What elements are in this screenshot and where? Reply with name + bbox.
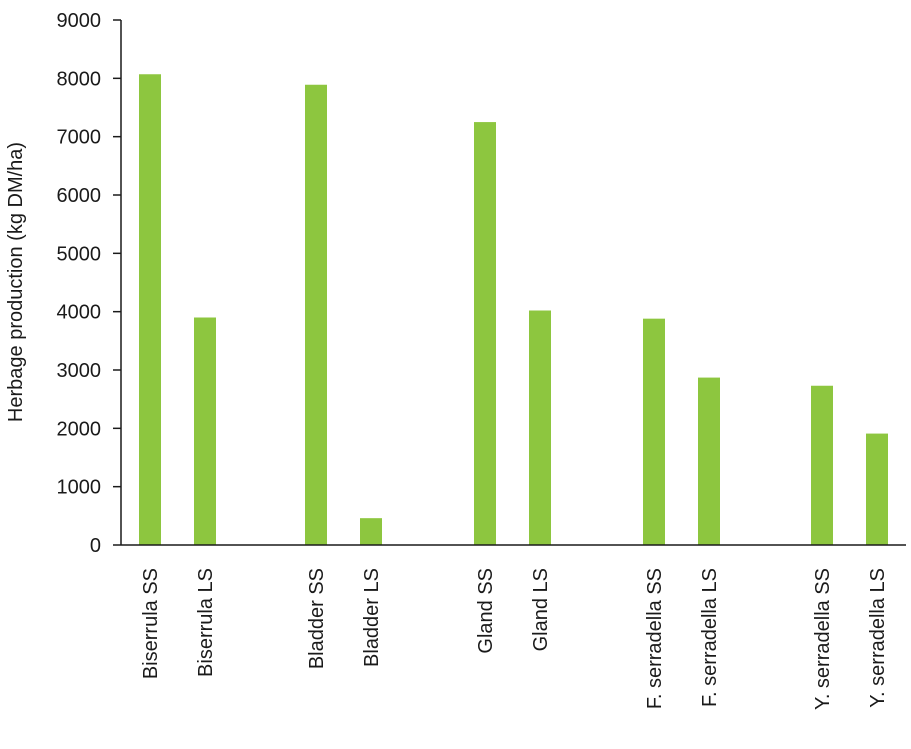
- bar: [529, 310, 551, 545]
- x-category-label: Biserrula LS: [195, 568, 217, 677]
- bar: [360, 518, 382, 545]
- bar: [474, 122, 496, 545]
- bar: [698, 377, 720, 545]
- bar: [194, 317, 216, 545]
- x-category-label: Biserrula SS: [140, 568, 162, 679]
- y-tick-label: 6000: [57, 185, 102, 207]
- x-category-label: F. serradella LS: [699, 568, 721, 707]
- bar: [305, 84, 327, 545]
- bar: [139, 74, 161, 545]
- bar: [643, 318, 665, 545]
- bar: [811, 385, 833, 545]
- y-tick-label: 5000: [57, 243, 102, 265]
- y-tick-label: 0: [90, 535, 101, 557]
- y-tick-label: 2000: [57, 418, 102, 440]
- y-tick-label: 1000: [57, 477, 102, 499]
- bars: [139, 74, 888, 545]
- x-category-label: Bladder SS: [306, 568, 328, 669]
- bar: [866, 433, 888, 545]
- y-tick-label: 7000: [57, 127, 102, 149]
- x-category-label: Bladder LS: [361, 568, 383, 667]
- y-tick-label: 9000: [57, 10, 102, 32]
- x-category-label: Y. serradella SS: [812, 568, 834, 710]
- y-tick-label: 4000: [57, 302, 102, 324]
- y-axis-title: Herbage production (kg DM/ha): [5, 142, 27, 422]
- x-category-label: Y. serradella LS: [867, 568, 889, 708]
- y-tick-label: 3000: [57, 360, 102, 382]
- y-axis-ticks: 0 1000 2000 3000 4000 5000 6000 7000 8000 9000: [57, 10, 121, 557]
- x-category-label: Gland SS: [475, 568, 497, 654]
- x-axis-labels: Biserrula SS Biserrula LS Bladder SS Bladde…: [140, 568, 889, 710]
- x-category-label: F. serradella SS: [644, 568, 666, 709]
- y-tick-label: 8000: [57, 68, 102, 90]
- x-category-label: Gland LS: [530, 568, 552, 651]
